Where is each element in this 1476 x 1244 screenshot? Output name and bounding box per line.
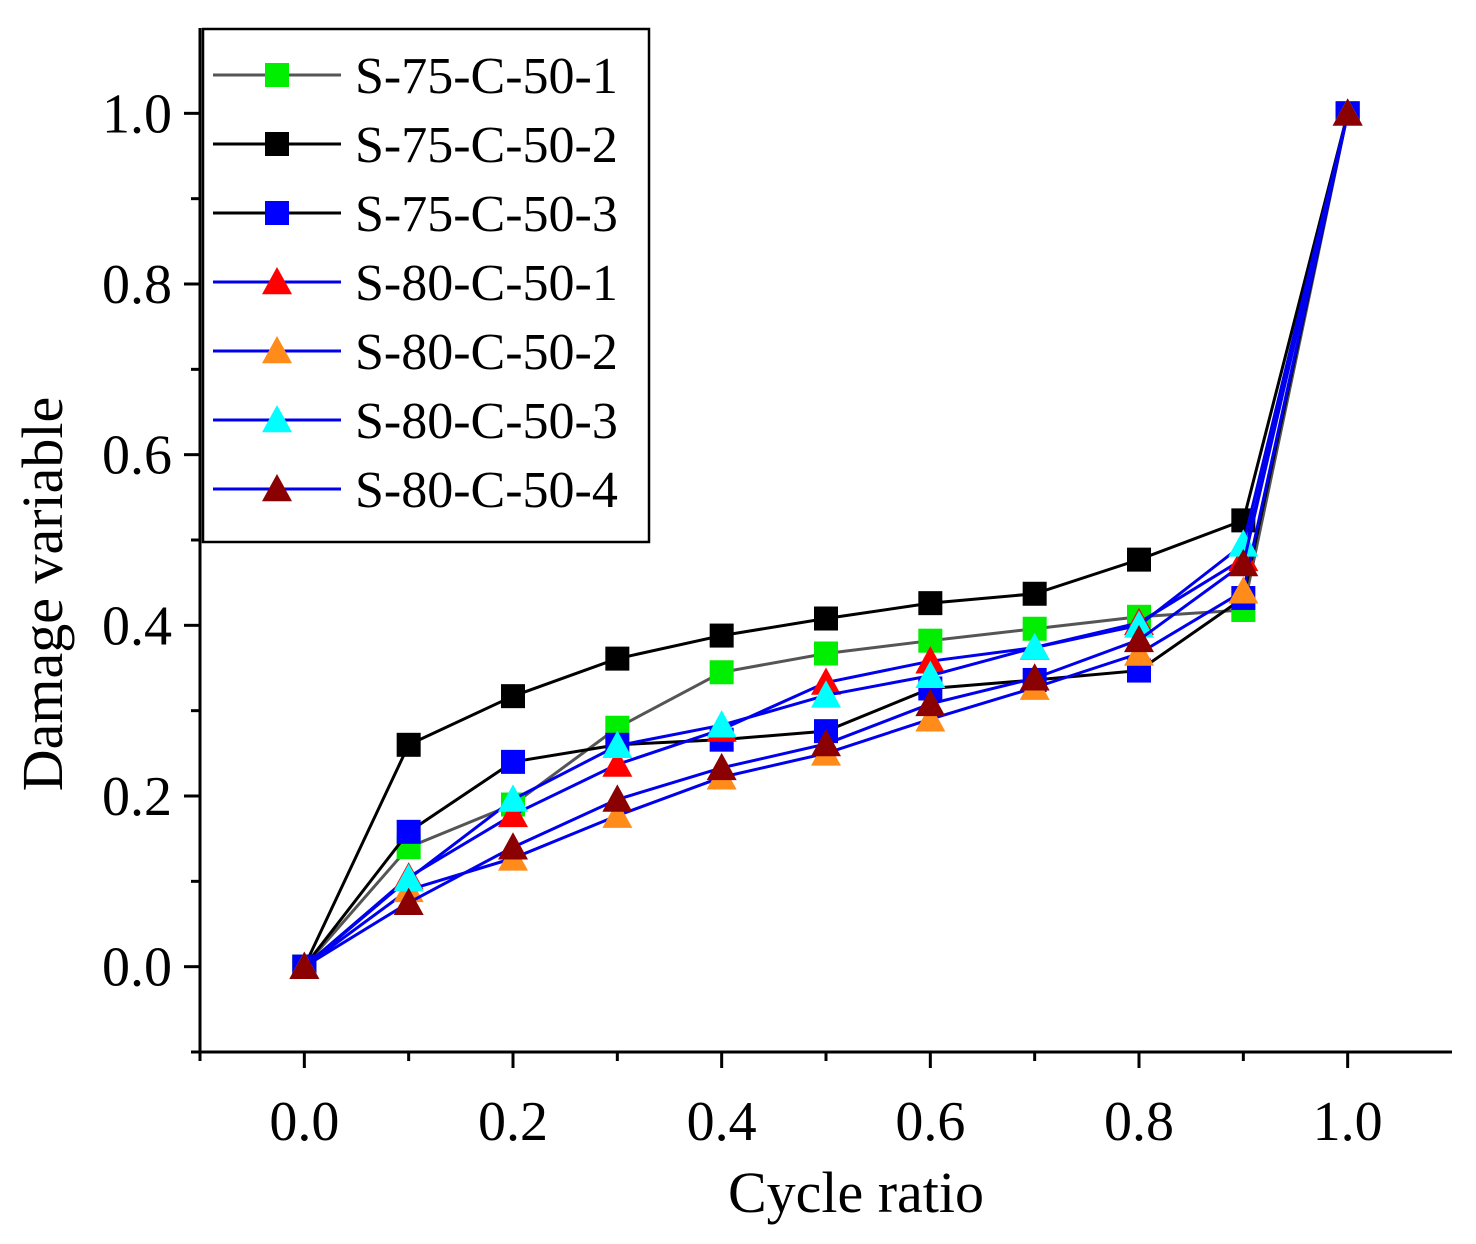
x-tick-label: 0.2: [478, 1091, 548, 1153]
legend-marker: [262, 267, 292, 295]
series-S-80-C-50-3: [289, 98, 1363, 979]
data-point: [602, 730, 633, 758]
x-tick-label: 0.6: [895, 1091, 965, 1153]
data-point: [709, 623, 734, 648]
data-point: [814, 641, 838, 666]
legend-label: S-80-C-50-3: [355, 393, 618, 450]
data-point: [602, 784, 633, 812]
x-tick-label: 0.0: [269, 1091, 339, 1153]
data-point: [1124, 638, 1154, 666]
data-point: [706, 710, 737, 738]
legend-entry: S-80-C-50-2: [213, 324, 618, 381]
data-point: [1228, 548, 1259, 577]
data-point: [602, 749, 633, 777]
y-tick-label: 0.8: [102, 254, 172, 316]
legend-entry: S-75-C-50-1: [213, 48, 618, 105]
legend-entry: S-80-C-50-4: [213, 462, 618, 519]
legend-marker: [265, 63, 289, 87]
legend-entry: S-80-C-50-3: [213, 393, 618, 450]
data-point: [915, 646, 946, 674]
series-S-80-C-50-4: [289, 98, 1363, 979]
data-point: [1124, 624, 1154, 653]
y-tick-label: 0.4: [102, 595, 172, 657]
y-tick-label: 0.2: [102, 766, 172, 828]
data-point: [1022, 581, 1047, 606]
legend-marker: [262, 405, 292, 433]
data-point: [498, 784, 528, 812]
series-layer: [289, 98, 1363, 979]
data-point: [393, 863, 424, 892]
legend-label: S-80-C-50-4: [355, 462, 618, 519]
data-point: [396, 819, 421, 844]
data-point: [814, 606, 838, 631]
data-point: [501, 749, 525, 774]
data-point: [1124, 610, 1154, 638]
data-point: [1228, 529, 1259, 557]
data-point: [811, 680, 841, 708]
data-point: [1127, 547, 1151, 572]
data-point: [605, 646, 630, 671]
data-point: [918, 591, 943, 616]
data-point: [396, 732, 421, 757]
data-point: [709, 660, 734, 685]
data-point: [498, 832, 528, 860]
data-point: [289, 951, 320, 979]
data-point: [811, 728, 841, 757]
data-point: [393, 887, 424, 915]
x-axis-title: Cycle ratio: [728, 1160, 984, 1225]
y-tick-label: 0.0: [102, 937, 172, 999]
data-point: [602, 800, 633, 828]
data-point: [1019, 663, 1050, 691]
legend-entry: S-75-C-50-2: [213, 117, 618, 174]
legend-marker: [262, 474, 292, 502]
data-point: [498, 799, 528, 828]
legend-marker: [265, 132, 289, 156]
legend-label: S-80-C-50-2: [355, 324, 618, 381]
series-S-75-C-50-2: [292, 101, 1360, 979]
data-point: [706, 752, 737, 781]
legend-label: S-75-C-50-1: [355, 48, 618, 105]
data-point: [1228, 576, 1259, 604]
legend-label: S-75-C-50-3: [355, 186, 618, 243]
data-point: [915, 704, 946, 732]
legend-marker: [262, 336, 292, 364]
data-point: [1332, 98, 1363, 126]
y-tick-label: 1.0: [102, 83, 172, 145]
axes: 0.0 0.2 0.4 0.6 0.8 1.0 0.0 0.2 0.4 0.6 0.8 1.0: [102, 28, 1452, 1153]
y-tick-label: 0.6: [102, 425, 172, 487]
data-point: [501, 684, 525, 709]
legend-marker: [265, 201, 289, 225]
data-point: [915, 660, 946, 688]
x-tick-label: 0.8: [1104, 1091, 1174, 1153]
data-point: [1019, 632, 1050, 660]
legend: S-75-C-50-1 S-75-C-50-2 S-75-C-50-3 S-80-C-…: [201, 27, 651, 544]
data-point: [915, 688, 946, 717]
y-axis-title: Damage variable: [10, 397, 75, 792]
x-tick-label: 0.4: [687, 1091, 757, 1153]
legend-entry: S-75-C-50-3: [213, 186, 618, 243]
legend-entry: S-80-C-50-1: [213, 255, 618, 312]
legend-label: S-75-C-50-2: [355, 117, 618, 174]
legend-label: S-80-C-50-1: [355, 255, 618, 312]
x-tick-label: 1.0: [1313, 1091, 1383, 1153]
